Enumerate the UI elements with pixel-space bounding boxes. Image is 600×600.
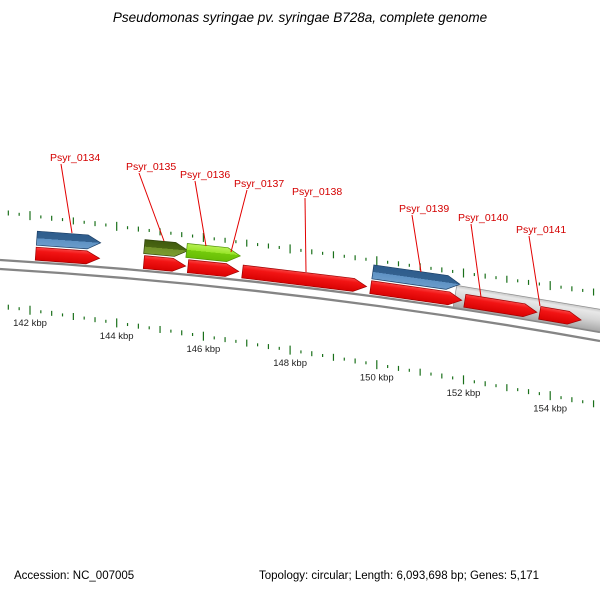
gene-arrow-Psyr_0134[interactable] — [35, 230, 102, 250]
page-title: Pseudomonas syringae pv. syringae B728a,… — [112, 10, 488, 25]
gene-label-Psyr_0138[interactable]: Psyr_0138 — [292, 186, 342, 198]
gene-arrow-shape — [371, 264, 461, 290]
gene-arrow-shape — [463, 293, 538, 318]
gene-arrow-shape — [538, 306, 582, 325]
backbone-arc-bottom — [0, 267, 600, 343]
scale-label: 154 kbp — [533, 404, 567, 415]
scale-label: 144 kbp — [100, 331, 134, 342]
gene-label-Psyr_0140[interactable]: Psyr_0140 — [458, 212, 508, 224]
gene-arrow-Psyr_0141-cds[interactable] — [538, 306, 583, 326]
label-leader-line — [411, 214, 422, 273]
gene-arrow-Psyr_0135-cds[interactable] — [142, 255, 187, 273]
gene-arrow-Psyr_0136-cds[interactable] — [186, 259, 240, 278]
gene-label-Psyr_0137[interactable]: Psyr_0137 — [234, 178, 284, 190]
label-leader-line — [470, 223, 482, 298]
genome-details-text: Topology: circular; Length: 6,093,698 bp… — [259, 570, 540, 582]
scale-label: 152 kbp — [447, 388, 481, 399]
gene-arrow-Psyr_0140-cds[interactable] — [463, 293, 538, 318]
gene-arrow-shape — [143, 239, 189, 257]
gene-arrow-shape — [369, 280, 463, 306]
gene-arrow-shape — [185, 243, 242, 262]
label-leader-line — [528, 235, 541, 307]
gene-arrow-Psyr_0135[interactable] — [143, 239, 189, 258]
scale-label: 142 kbp — [13, 318, 47, 329]
gene-label-Psyr_0136[interactable]: Psyr_0136 — [180, 169, 230, 181]
label-leader-line — [230, 189, 248, 253]
gene-arrow-shape — [142, 255, 187, 272]
label-leader-line — [138, 172, 165, 242]
gene-arrow-shape — [186, 259, 240, 277]
gene-label-Psyr_0135[interactable]: Psyr_0135 — [126, 161, 176, 173]
label-leader-line — [60, 163, 73, 234]
gene-arrow-Psyr_0134-cds[interactable] — [34, 246, 101, 265]
accession-text: Accession: NC_007005 — [14, 570, 135, 582]
gene-arrow-Psyr_0138-cds[interactable] — [241, 264, 368, 293]
scale-label: 150 kbp — [360, 373, 394, 384]
gene-arrow-shape — [241, 264, 368, 292]
gene-arrow-Psyr_0136[interactable] — [185, 243, 242, 263]
gene-arrow-Psyr_0139[interactable] — [371, 264, 461, 291]
scale-label: 146 kbp — [186, 344, 220, 355]
gene-label-Psyr_0141[interactable]: Psyr_0141 — [516, 224, 566, 236]
gene-arrow-shape — [35, 230, 102, 250]
gene-label-Psyr_0134[interactable]: Psyr_0134 — [50, 152, 100, 164]
scale-label: 148 kbp — [273, 358, 307, 369]
gene-label-Psyr_0139[interactable]: Psyr_0139 — [399, 203, 449, 215]
gene-arrow-shape — [34, 246, 101, 265]
label-leader-line — [194, 180, 207, 247]
label-leader-line — [304, 197, 307, 273]
gene-arrow-Psyr_0139-cds[interactable] — [369, 280, 463, 307]
